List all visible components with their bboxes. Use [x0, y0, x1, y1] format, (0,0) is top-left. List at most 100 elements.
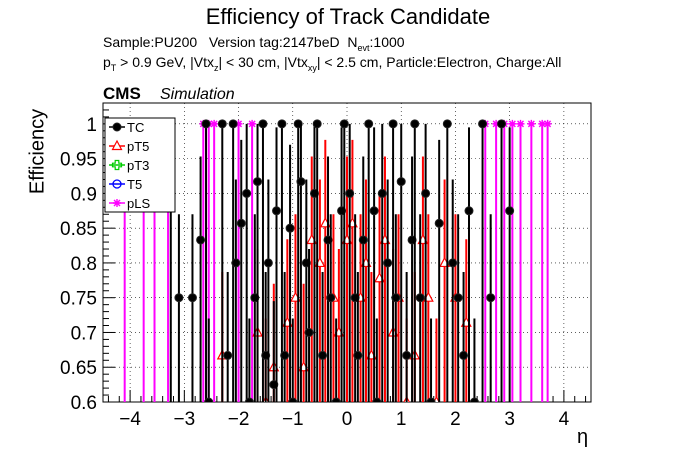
legend-entry: pLS [109, 196, 150, 211]
data-point-marker [217, 119, 227, 129]
x-tick-label: 1 [396, 409, 407, 430]
legend-entry: pT3 [109, 158, 149, 173]
legend-label: TC [127, 120, 144, 135]
data-point-marker [236, 218, 246, 228]
data-point-marker [228, 119, 238, 129]
cuts-info: pT > 0.9 GeV, |Vtxz| < 30 cm, |Vtxxy| < … [103, 54, 561, 73]
data-point-marker [391, 293, 401, 303]
data-point-marker [508, 119, 517, 128]
cuts-xy-sub: xy [307, 62, 317, 73]
data-point-marker [111, 159, 123, 171]
legend-label: pT3 [127, 158, 149, 173]
data-point-marker [234, 119, 243, 128]
error-bar [246, 318, 253, 402]
data-point-marker [231, 258, 241, 268]
error-bar [206, 318, 212, 402]
data-point-marker [204, 397, 214, 402]
data-point-marker [415, 293, 425, 303]
data-point-marker [210, 119, 219, 128]
data-point-marker [464, 206, 474, 216]
data-point-marker [358, 235, 368, 245]
data-point-marker [448, 258, 458, 268]
data-point-marker [280, 350, 290, 360]
data-point-marker [369, 206, 379, 216]
data-point-marker [242, 188, 252, 198]
data-point-marker [111, 139, 123, 151]
error-bar [428, 318, 434, 402]
error-bar [374, 318, 380, 402]
data-point-marker [396, 177, 406, 187]
y-tick-label: 1 [86, 115, 97, 136]
sample-label: Sample:PU200 [103, 34, 198, 50]
y-tick-label: 0.9 [71, 184, 97, 205]
cuts-text-3: | < 2.5 cm, Particle:Electron, Charge:Al… [316, 54, 562, 70]
data-point-marker [434, 218, 444, 228]
data-point-marker [331, 397, 341, 402]
y-tick-label: 0.75 [60, 289, 97, 310]
data-point-marker [248, 119, 257, 128]
x-tick-label: 0 [342, 409, 353, 430]
legend-label: T5 [127, 177, 142, 192]
y-axis-label: Efficiency [26, 108, 49, 195]
data-point-marker [201, 119, 211, 129]
nevt-value: :1000 [369, 34, 405, 50]
cuts-pt: p [103, 54, 111, 70]
data-point-marker [253, 177, 263, 187]
cuts-text-1: > 0.9 GeV, |Vtx [116, 54, 214, 70]
data-point-marker [258, 119, 268, 129]
legend-entry: TC [109, 120, 144, 135]
data-point-marker [326, 293, 336, 303]
error-bar [290, 318, 296, 402]
x-tick-label: −4 [119, 409, 141, 430]
x-tick-label: 4 [559, 409, 570, 430]
cms-label: CMS [103, 84, 141, 103]
simulation-label: Simulation [160, 86, 235, 103]
data-point-marker [277, 119, 287, 129]
data-point-marker [402, 350, 412, 360]
cuts-pt-sub: T [110, 62, 117, 73]
data-point-marker [505, 206, 515, 216]
y-tick-label: 0.85 [60, 219, 97, 240]
version-label: Version tag:2147beD [208, 34, 340, 50]
data-point-marker [410, 119, 420, 129]
data-point-marker [377, 188, 387, 198]
data-point-marker [318, 350, 328, 360]
error-bar [333, 318, 339, 402]
series-tc [166, 119, 515, 402]
data-point-marker [516, 119, 525, 128]
chart-title: Efficiency of Track Candidate [205, 4, 491, 29]
data-point-marker [187, 293, 197, 303]
data-point-marker [364, 119, 374, 129]
data-point-marker [459, 350, 469, 360]
data-point-marker [285, 223, 295, 233]
y-tick-label: 0.6 [71, 393, 97, 414]
y-tick-label: 0.7 [71, 323, 97, 344]
cuts-z-sub: z [213, 62, 219, 73]
x-tick-label: −2 [228, 409, 250, 430]
data-point-marker [112, 179, 122, 189]
data-point-marker [527, 119, 536, 128]
legend-entry: pT5 [109, 139, 149, 154]
x-tick-label: 3 [504, 409, 515, 430]
sample-info: Sample:PU200 Version tag:2147beD Nevt:10… [103, 34, 405, 53]
data-point-marker [174, 293, 184, 303]
error-bar [433, 318, 440, 402]
nevt-subscript: evt [357, 42, 370, 53]
cuts-text-2: | < 30 cm, |Vtx [218, 54, 308, 70]
y-tick-label: 0.95 [60, 150, 97, 171]
data-point-marker [345, 188, 355, 198]
data-point-marker [244, 397, 254, 402]
data-point-marker [113, 199, 121, 207]
data-point-marker [497, 119, 507, 129]
data-point-marker [486, 293, 496, 303]
legend-label: pT5 [127, 139, 149, 154]
data-point-marker [421, 188, 431, 198]
legend-label: pLS [127, 196, 150, 211]
data-point-marker [223, 350, 233, 360]
data-point-marker [272, 206, 282, 216]
data-point-marker [453, 293, 463, 303]
data-point-marker [353, 350, 363, 360]
data-point-marker [112, 122, 122, 132]
data-point-marker [426, 397, 436, 402]
